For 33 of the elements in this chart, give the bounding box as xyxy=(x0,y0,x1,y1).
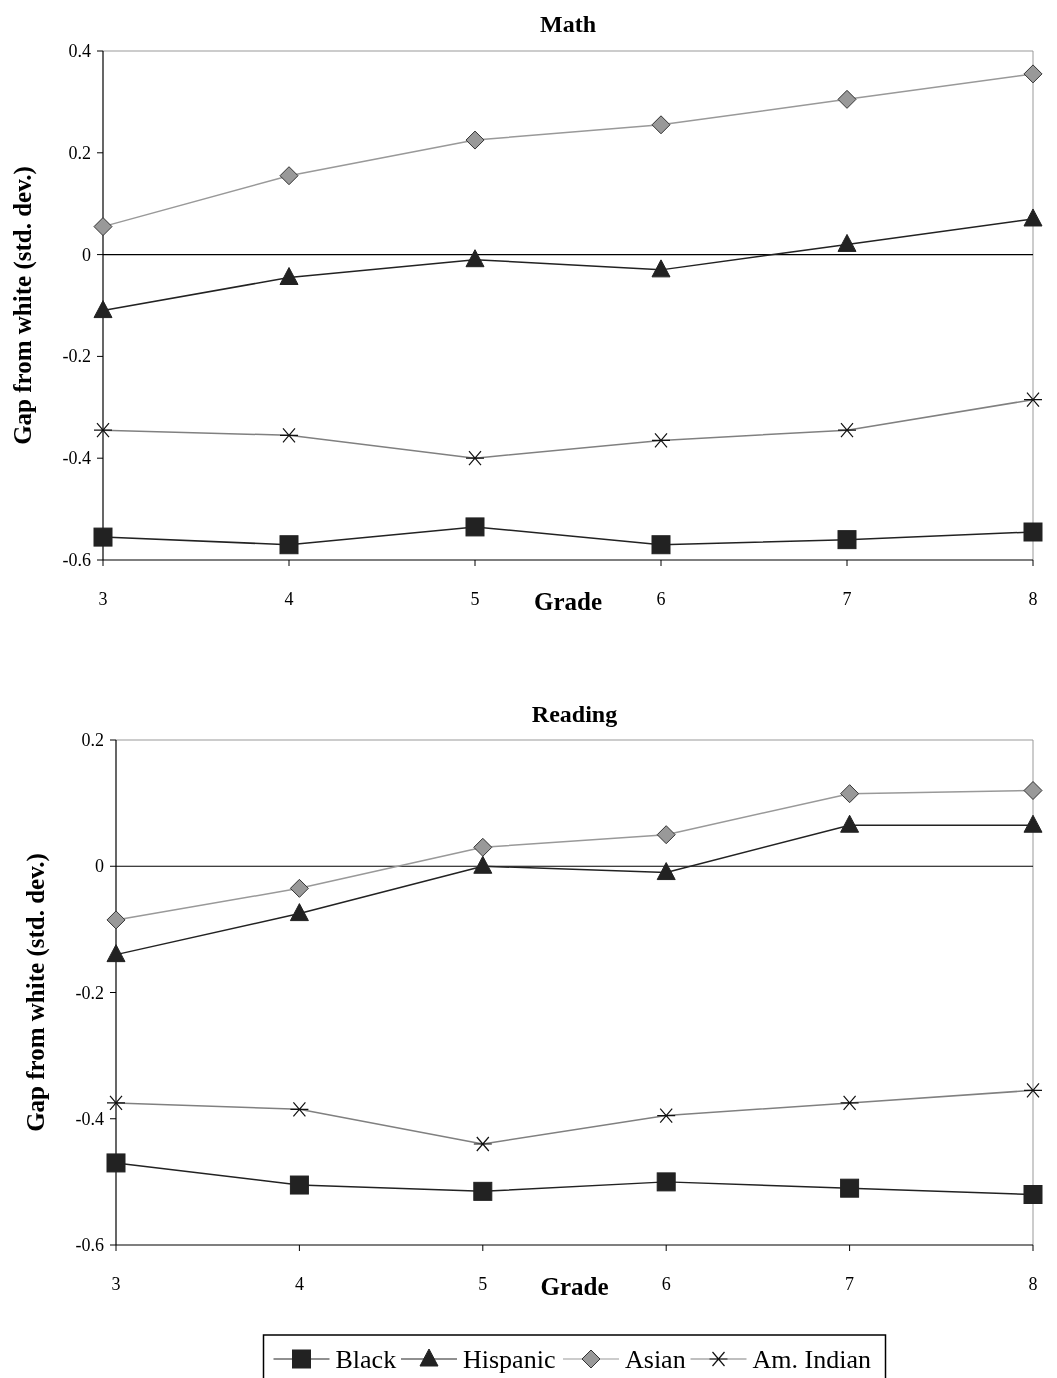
x-tick-label: 6 xyxy=(656,589,666,609)
x-tick-label: 8 xyxy=(1028,589,1038,609)
x-tick-label: 8 xyxy=(1028,1274,1038,1294)
y-tick-label: 0.2 xyxy=(81,730,104,750)
chart-title: Reading xyxy=(531,701,618,727)
y-tick-label: -0.2 xyxy=(62,346,91,367)
x-tick-label: 4 xyxy=(294,1274,304,1294)
y-axis-title: Gap from white (std. dev.) xyxy=(9,166,37,445)
y-tick-label: 0 xyxy=(95,856,104,877)
x-axis-title: Grade xyxy=(533,588,603,615)
y-tick-label: 0 xyxy=(82,244,91,265)
y-axis-title: Gap from white (std. dev.) xyxy=(22,853,50,1132)
x-axis-title: Grade xyxy=(540,1273,609,1300)
y-tick-label: 0.4 xyxy=(68,41,91,61)
y-tick-label: 0.2 xyxy=(68,142,91,163)
x-tick-label: 3 xyxy=(98,589,108,609)
y-tick-label: -0.4 xyxy=(75,1108,104,1129)
y-tick-label: -0.2 xyxy=(75,982,104,1003)
chart-title: Math xyxy=(540,11,596,37)
x-tick-label: 5 xyxy=(470,589,480,609)
legend-label: Black xyxy=(335,1345,397,1374)
y-tick-label: -0.6 xyxy=(75,1235,104,1255)
x-tick-label: 7 xyxy=(842,589,852,609)
x-tick-label: 6 xyxy=(661,1274,671,1294)
legend-label: Am. Indian xyxy=(752,1345,871,1374)
x-tick-label: 3 xyxy=(111,1274,121,1294)
x-tick-label: 5 xyxy=(478,1274,488,1294)
legend-label: Hispanic xyxy=(463,1345,556,1374)
x-tick-label: 4 xyxy=(284,589,294,609)
x-tick-label: 7 xyxy=(845,1274,855,1294)
y-tick-label: -0.4 xyxy=(62,448,91,469)
y-tick-label: -0.6 xyxy=(62,550,91,570)
legend-label: Asian xyxy=(625,1345,686,1374)
